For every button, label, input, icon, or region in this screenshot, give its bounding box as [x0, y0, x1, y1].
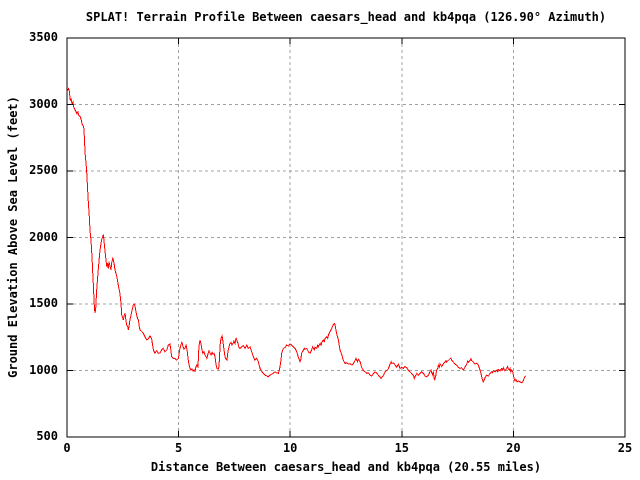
y-tick-label: 3000: [29, 96, 58, 111]
y-tick-label: 2000: [29, 229, 58, 244]
x-tick-label: 15: [394, 441, 410, 455]
y-tick-label: 3500: [29, 30, 58, 44]
y-tick-label: 500: [36, 429, 58, 443]
x-tick-label: 0: [63, 441, 71, 455]
x-tick-label: 25: [617, 441, 633, 455]
x-axis-label: Distance Between caesars_head and kb4pqa…: [150, 460, 542, 474]
x-tick-label: 20: [506, 441, 521, 455]
y-tick-label: 1500: [29, 296, 58, 310]
x-tick-label: 10: [282, 441, 298, 455]
terrain-line: [66, 87, 527, 384]
y-tick-label: 2500: [29, 163, 58, 177]
y-tick-label: 1000: [29, 362, 58, 377]
chart-title: SPLAT! Terrain Profile Between caesars_h…: [85, 10, 607, 24]
x-tick-label: 5: [174, 441, 183, 455]
